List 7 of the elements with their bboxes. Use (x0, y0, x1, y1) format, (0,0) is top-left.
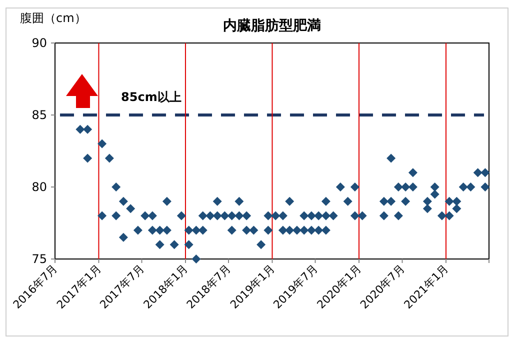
y-tick-label: 80 (32, 180, 47, 194)
y-tick-label: 75 (32, 252, 47, 266)
y-axis-title: 腹囲（cm） (20, 11, 86, 25)
ref-line-label: 85cm以上 (121, 90, 182, 104)
chart-title: 内臓脂肪型肥満 (223, 17, 321, 34)
y-tick-label: 90 (32, 36, 47, 50)
y-tick-label: 85 (32, 108, 47, 122)
